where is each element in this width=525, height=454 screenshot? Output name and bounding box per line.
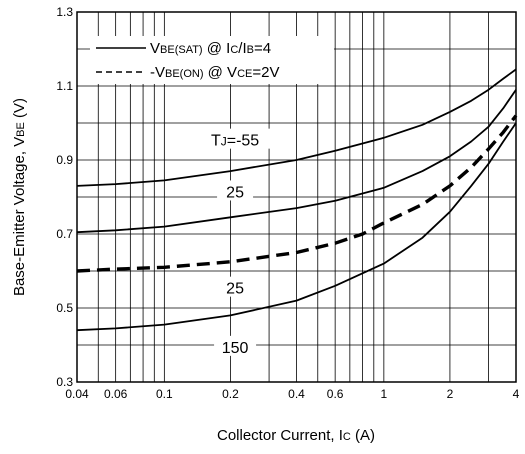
x-tick-label: 0.6 xyxy=(327,387,344,401)
x-tick-labels: 0.04 0.06 0.1 0.2 0.4 0.6 1 2 4 xyxy=(65,387,519,401)
x-tick-label: 0.4 xyxy=(288,387,305,401)
y-tick-label: 0.3 xyxy=(56,375,73,389)
x-axis-label: Collector Current, IC (A) xyxy=(217,427,375,444)
legend-label-2: -VBE(ON) @ VCE=2V xyxy=(150,64,279,81)
series-label-1: TJ=-55 xyxy=(211,133,259,150)
series-line-2 xyxy=(76,89,517,234)
series-line-1 xyxy=(76,68,517,187)
y-axis-label: Base-Emitter Voltage, VBE (V) xyxy=(11,98,28,296)
series-label-bg xyxy=(199,128,272,149)
y-tick-label: 1.1 xyxy=(56,79,73,93)
series-line-4 xyxy=(76,122,517,332)
x-tick-label: 0.2 xyxy=(222,387,239,401)
y-tick-label: 0.7 xyxy=(56,227,73,241)
series-label-bg xyxy=(214,335,257,356)
series-label-3: 25 xyxy=(226,281,244,298)
series-label-bg xyxy=(217,276,254,297)
legend-box xyxy=(90,36,334,84)
curves xyxy=(76,68,518,332)
x-tick-label: 0.04 xyxy=(65,387,89,401)
y-tick-label: 0.5 xyxy=(56,301,73,315)
x-tick-label: 0.06 xyxy=(104,387,128,401)
x-tick-label: 0.1 xyxy=(156,387,173,401)
y-tick-label: 1.3 xyxy=(56,5,73,19)
y-tick-label: 0.9 xyxy=(56,153,73,167)
plot-frame xyxy=(76,11,517,383)
series-label-bg xyxy=(217,180,254,201)
x-tick-label: 2 xyxy=(447,387,454,401)
y-tick-labels: 0.3 0.5 0.7 0.9 1.1 1.3 xyxy=(56,5,73,389)
legend-label-1: VBE(SAT) @ IC/IB=4 xyxy=(150,40,271,57)
series-labels: TJ=-55 25 25 150 xyxy=(199,128,272,357)
series-label-4: 150 xyxy=(222,340,249,357)
x-tick-label: 1 xyxy=(381,387,388,401)
legend: VBE(SAT) @ IC/IB=4 -VBE(ON) @ VCE=2V xyxy=(96,40,279,81)
series-line-3 xyxy=(76,114,518,273)
series-label-2: 25 xyxy=(226,184,244,201)
x-tick-label: 4 xyxy=(513,387,520,401)
